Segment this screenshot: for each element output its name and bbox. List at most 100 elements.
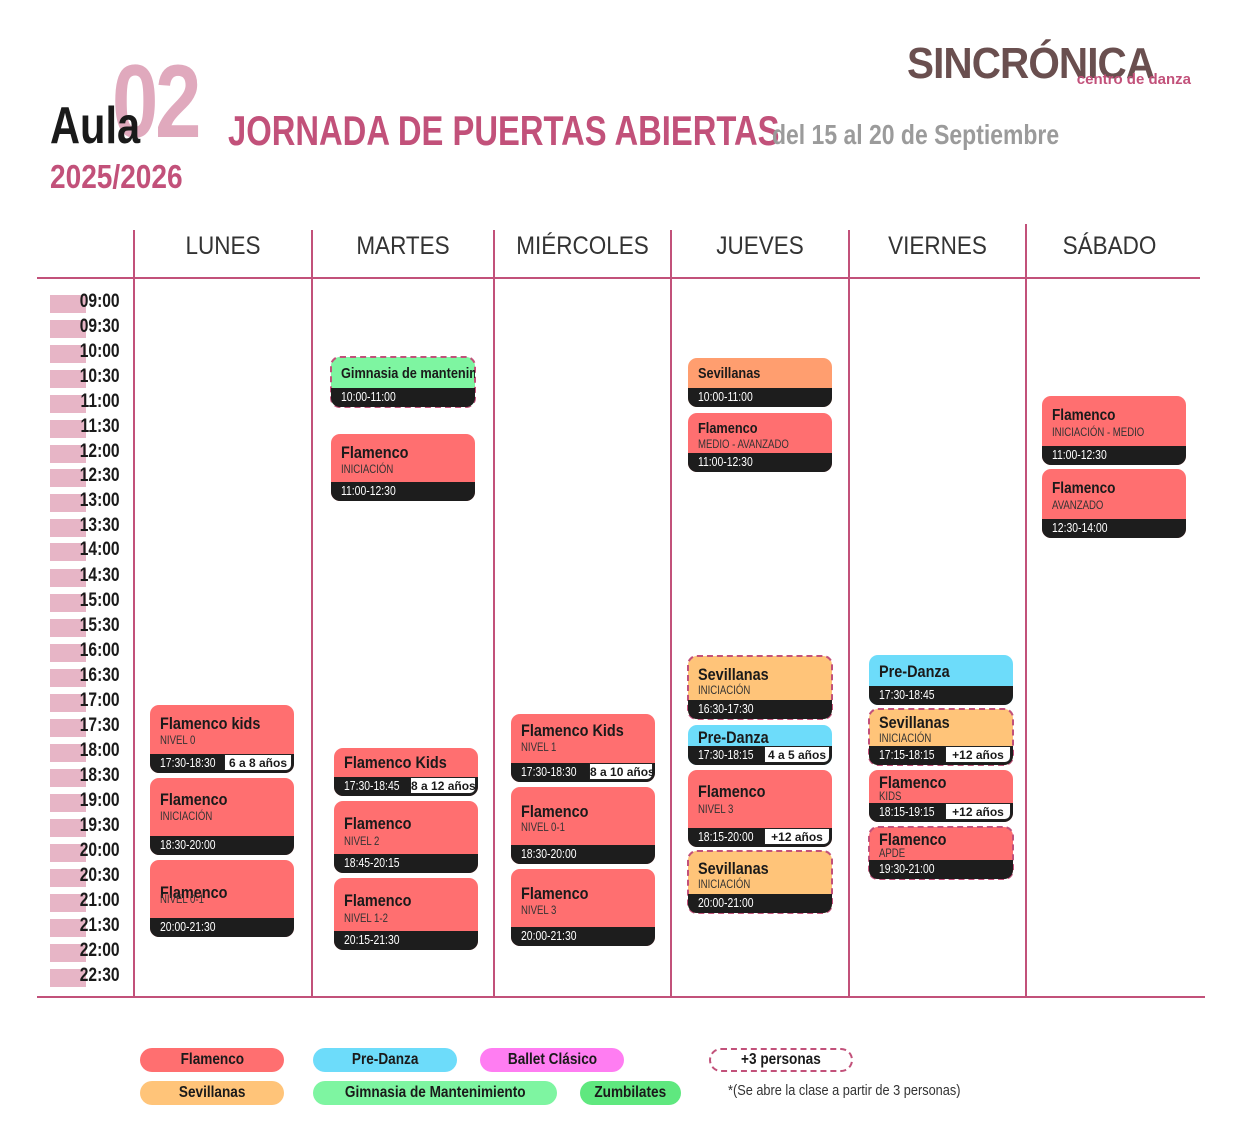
- class-time: 11:00-12:30: [698, 454, 753, 470]
- class-card[interactable]: Flamenco AVANZADO 12:30-14:00: [1042, 469, 1186, 538]
- time-slot: 20:30: [50, 865, 120, 887]
- time-slot: 20:00: [50, 840, 120, 862]
- class-name: Flamenco: [1052, 407, 1116, 424]
- class-name: Flamenco: [344, 891, 412, 910]
- season-year: 2025/2026: [50, 158, 183, 195]
- class-name: Sevillanas: [879, 713, 950, 732]
- classroom-label: Aula: [50, 97, 141, 155]
- class-name: Flamenco: [879, 773, 947, 792]
- time-slot: 14:00: [50, 539, 120, 561]
- class-time: 10:00-11:00: [341, 389, 396, 405]
- time-slot: 15:00: [50, 590, 120, 612]
- class-time: 20:00-21:30: [521, 928, 577, 944]
- legend-gimnasia: Gimnasia de Mantenimiento: [313, 1081, 557, 1105]
- class-card[interactable]: Flamenco Kids 17:30-18:45 8 a 12 años: [334, 748, 478, 796]
- day-header-miercoles: MIÉRCOLES: [516, 232, 649, 260]
- time-slot: 09:30: [50, 316, 120, 338]
- class-level: KIDS: [879, 789, 902, 803]
- class-card[interactable]: Flamenco APDE 19:30-21:00: [868, 826, 1014, 880]
- time-slot: 21:30: [50, 915, 120, 937]
- class-card[interactable]: Flamenco Kids NIVEL 1 17:30-18:30 8 a 10…: [511, 714, 655, 782]
- time-slot: 21:00: [50, 890, 120, 912]
- class-card[interactable]: Flamenco NIVEL 3 18:15-20:00 +12 años: [688, 770, 832, 847]
- class-card[interactable]: Flamenco INICIACIÓN - MEDIO 11:00-12:30: [1042, 396, 1186, 465]
- class-name: Flamenco: [344, 814, 412, 833]
- class-time: 16:30-17:30: [698, 701, 754, 717]
- class-time: 11:00-12:30: [341, 483, 396, 499]
- class-name: Flamenco: [160, 790, 228, 809]
- age-badge: +12 años: [945, 803, 1011, 820]
- class-name: Flamenco Kids: [344, 753, 447, 772]
- age-badge: 8 a 12 años: [410, 777, 476, 794]
- class-card[interactable]: Flamenco NIVEL 0-1 18:30-20:00: [511, 787, 655, 864]
- class-card[interactable]: Gimnasia de mantenimiento 10:00-11:00: [330, 356, 476, 408]
- class-level: INICIACIÓN - MEDIO: [1052, 425, 1145, 439]
- class-card[interactable]: Sevillanas INICIACIÓN 20:00-21:00: [687, 850, 833, 914]
- time-slot: 16:30: [50, 665, 120, 687]
- day-header-martes: MARTES: [356, 232, 450, 260]
- age-badge: 8 a 10 años: [589, 763, 655, 780]
- class-level: INICIACIÓN: [160, 809, 213, 823]
- class-name: Flamenco: [1052, 480, 1116, 497]
- class-card[interactable]: Flamenco NIVEL 2 18:45-20:15: [334, 801, 478, 873]
- class-time: 18:45-20:15: [344, 855, 400, 871]
- class-card[interactable]: Flamenco NIVEL 0-1 20:00-21:30: [150, 860, 294, 937]
- class-card[interactable]: Sevillanas INICIACIÓN 16:30-17:30: [687, 655, 833, 720]
- class-card[interactable]: Flamenco INICIACIÓN 18:30-20:00: [150, 778, 294, 855]
- time-slot: 18:00: [50, 740, 120, 762]
- class-time: 17:30-18:15: [698, 747, 754, 763]
- class-name: Flamenco: [698, 782, 766, 801]
- legend-sevillanas: Sevillanas: [140, 1081, 284, 1105]
- class-card[interactable]: Flamenco kids NIVEL 0 17:30-18:30 6 a 8 …: [150, 705, 294, 773]
- time-slot: 16:00: [50, 640, 120, 662]
- class-card[interactable]: Pre-Danza 17:30-18:45: [869, 655, 1013, 705]
- column-divider: [133, 230, 135, 998]
- time-slot: 19:30: [50, 815, 120, 837]
- class-time: 17:30-18:45: [344, 778, 400, 794]
- class-card[interactable]: Sevillanas INICIACIÓN 17:15-18:15 +12 añ…: [868, 708, 1014, 766]
- column-divider: [848, 230, 850, 998]
- logo-name: SINCRÓNICA: [907, 39, 1155, 88]
- class-name: Sevillanas: [698, 365, 761, 382]
- class-name: Flamenco: [521, 884, 589, 903]
- time-slot: 18:30: [50, 765, 120, 787]
- class-card[interactable]: Flamenco NIVEL 1-2 20:15-21:30: [334, 878, 478, 950]
- class-card[interactable]: Flamenco NIVEL 3 20:00-21:30: [511, 869, 655, 946]
- legend-flamenco: Flamenco: [140, 1048, 284, 1072]
- class-name: Flamenco: [698, 420, 758, 437]
- legend-predanza: Pre-Danza: [313, 1048, 457, 1072]
- class-card[interactable]: Sevillanas 10:00-11:00: [688, 358, 832, 407]
- class-card[interactable]: Pre-Danza 17:30-18:15 4 a 5 años: [688, 725, 832, 765]
- class-card[interactable]: Flamenco MEDIO - AVANZADO 11:00-12:30: [688, 413, 832, 472]
- age-badge: 6 a 8 años: [224, 754, 292, 771]
- time-slot: 10:00: [50, 341, 120, 363]
- class-level: NIVEL 3: [521, 903, 557, 917]
- legend-zumbilates: Zumbilates: [580, 1081, 681, 1105]
- day-header-lunes: LUNES: [185, 232, 261, 260]
- footnote: *(Se abre la clase a partir de 3 persona…: [728, 1082, 961, 1099]
- class-level: NIVEL 1-2: [344, 911, 388, 925]
- column-divider: [311, 230, 313, 998]
- class-time: 20:00-21:30: [160, 919, 216, 935]
- class-time: 19:30-21:00: [879, 861, 935, 877]
- column-divider: [1025, 224, 1027, 998]
- class-time: 11:00-12:30: [1052, 447, 1107, 463]
- time-slot: 12:00: [50, 441, 120, 463]
- time-slot: 22:00: [50, 940, 120, 962]
- class-card[interactable]: Flamenco INICIACIÓN 11:00-12:30: [331, 434, 475, 501]
- legend-min-people: +3 personas: [709, 1048, 853, 1072]
- class-level: INICIACIÓN: [879, 731, 932, 745]
- class-name: Flamenco: [879, 830, 947, 849]
- time-slot: 13:00: [50, 490, 120, 512]
- class-card[interactable]: Flamenco KIDS 18:15-19:15 +12 años: [869, 770, 1013, 822]
- class-level: INICIACIÓN: [698, 877, 751, 891]
- class-level: NIVEL 0-1: [160, 892, 204, 906]
- age-badge: 4 a 5 años: [764, 746, 830, 763]
- class-name: Sevillanas: [698, 859, 769, 878]
- day-header-sabado: SÁBADO: [1062, 232, 1157, 260]
- class-time: 18:30-20:00: [160, 837, 216, 853]
- time-slot: 19:00: [50, 790, 120, 812]
- class-time: 17:30-18:45: [879, 687, 935, 703]
- column-divider: [493, 230, 495, 998]
- age-badge: +12 años: [945, 746, 1011, 763]
